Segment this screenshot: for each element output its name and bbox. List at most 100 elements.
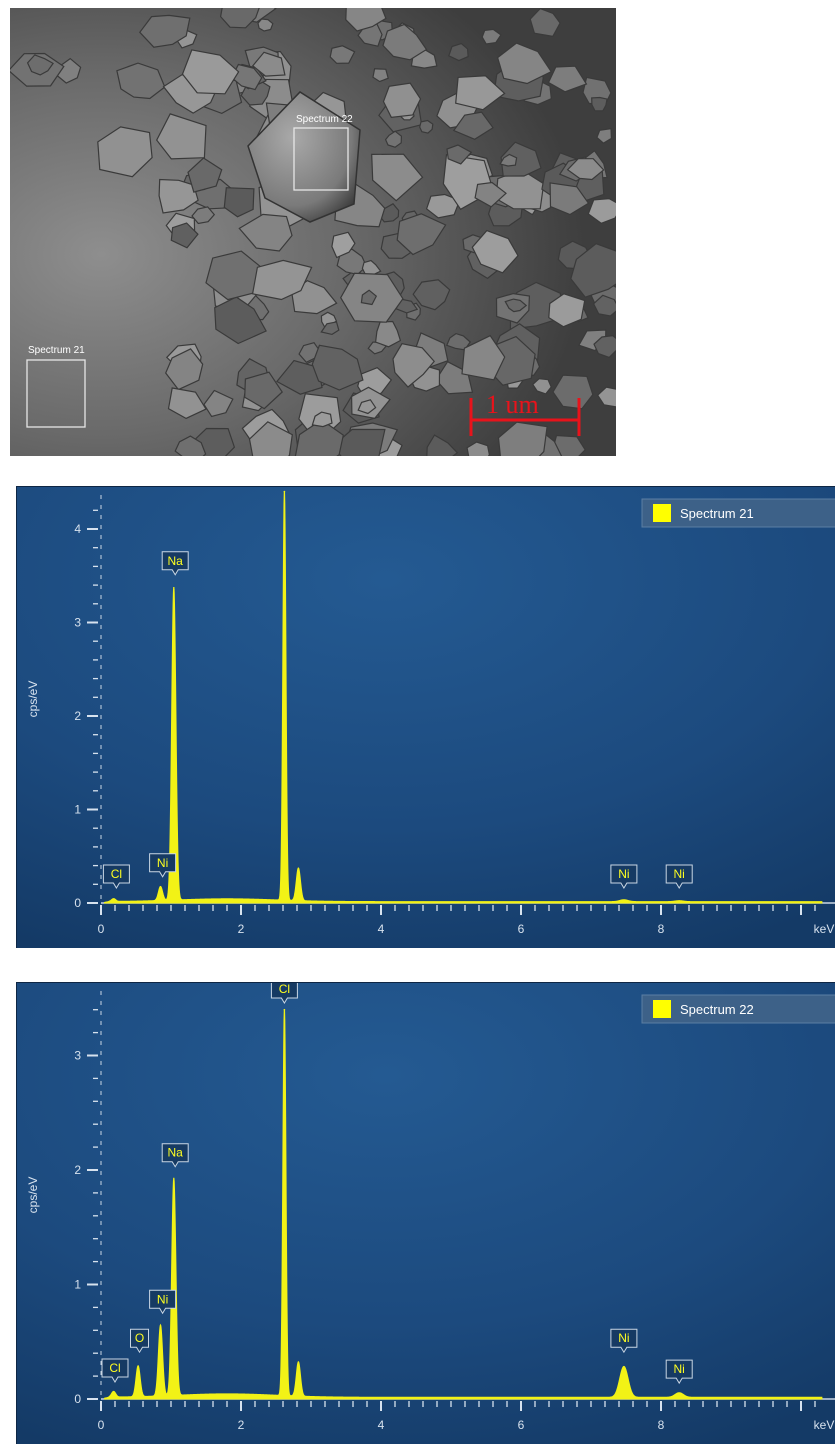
sem-particle <box>251 51 286 77</box>
sem-particle <box>566 158 605 181</box>
peak-label-cl: Cl <box>101 1358 129 1383</box>
spectrum-22-svg: 0 2 4 6 8 keV 0 1 2 3 cps/eV Cl O Ni Na Cl Ni Ni Spectrum … <box>17 983 835 1444</box>
sem-particle <box>174 435 207 456</box>
sem-particle <box>499 153 518 167</box>
peak-label-box <box>101 1358 129 1383</box>
sem-particle <box>448 42 469 62</box>
sem-particle <box>191 206 216 225</box>
sem-particle <box>466 441 491 456</box>
peak-point-o <box>137 1367 139 1369</box>
peak-label-ni: Ni <box>610 1328 638 1354</box>
sem-particle <box>550 434 586 456</box>
sem-particle <box>311 411 333 428</box>
legend-swatch <box>653 504 671 522</box>
sem-particle <box>320 321 340 336</box>
peak-label-ni: Ni <box>149 853 177 878</box>
x-axis-title: keV <box>814 922 835 936</box>
sem-particle <box>596 386 616 408</box>
peak-point-cl <box>283 1008 286 1011</box>
peak-label-text: Cl <box>111 867 122 881</box>
spectrum-area <box>104 1009 823 1400</box>
x-tick-label: 0 <box>98 922 105 936</box>
y-tick-label: 1 <box>74 803 81 817</box>
x-tick-label: 4 <box>378 922 385 936</box>
peak-point-ni <box>623 1367 625 1369</box>
sem-particle <box>170 222 199 249</box>
sem-particle <box>596 127 613 144</box>
y-tick-label: 3 <box>74 1049 81 1063</box>
sem-particle <box>548 293 586 328</box>
peak-point-ni <box>678 1393 680 1396</box>
sem-particle <box>384 130 403 148</box>
region-box-spectrum-21 <box>26 359 86 428</box>
sem-particle <box>329 45 356 64</box>
peak-label-na: Na <box>161 551 189 576</box>
peak-label-box <box>102 864 130 889</box>
sem-particle <box>500 141 542 177</box>
sem-particle <box>382 82 422 118</box>
sem-particle <box>455 75 506 111</box>
sem-particle <box>357 399 377 415</box>
peak-point-cl <box>297 869 300 872</box>
sem-particle <box>26 54 54 76</box>
chart-background <box>17 983 835 1444</box>
sem-particle <box>587 197 616 224</box>
sem-particle <box>257 18 274 32</box>
peak-label-ni: Ni <box>610 864 638 889</box>
sem-particle <box>392 343 435 388</box>
sem-particle <box>248 421 293 456</box>
peak-label-box <box>149 1289 177 1315</box>
region-label-spectrum-21: Spectrum 21 <box>28 345 85 356</box>
peak-label-ni: Ni <box>665 864 693 889</box>
x-tick-label: 2 <box>238 922 245 936</box>
sem-particle <box>251 259 313 301</box>
peak-point-ni <box>623 900 625 902</box>
sem-particle <box>116 62 166 100</box>
legend-label: Spectrum 21 <box>680 506 754 521</box>
y-tick-label: 0 <box>74 1392 81 1406</box>
peak-point-cl <box>283 490 286 493</box>
spectrum-21-svg: 02468keV01234cps/eVClNiNaClNiNiSpectrum … <box>17 487 835 948</box>
sem-particle <box>203 389 234 418</box>
peak-point-na <box>173 1180 175 1183</box>
peak-label-text: Ni <box>618 1331 629 1345</box>
sem-particle <box>294 419 344 456</box>
sem-particle <box>446 332 471 351</box>
peak-label-box <box>270 983 298 1004</box>
peak-label-ni: Ni <box>149 1289 177 1315</box>
peak-label-ni: Ni <box>665 1359 693 1385</box>
spectrum-chart-22: 0 2 4 6 8 keV 0 1 2 3 cps/eV Cl O Ni Na Cl Ni Ni Spectrum … <box>16 982 835 1444</box>
sem-particle <box>372 68 389 83</box>
x-axis-title: keV <box>814 1418 835 1432</box>
y-axis-title: cps/eV <box>26 681 40 718</box>
x-tick-label: 8 <box>658 1418 665 1432</box>
scale-bar-label: 1 um <box>486 390 539 419</box>
peak-label-text: Cl <box>279 983 290 996</box>
sem-particle <box>331 231 356 259</box>
legend: Spectrum 21 <box>641 498 835 528</box>
sem-particle <box>155 113 207 160</box>
sem-particle <box>452 111 494 140</box>
spectrum-area <box>104 491 823 904</box>
peak-label-cl: Cl <box>270 983 298 1004</box>
peak-label-box <box>161 551 189 576</box>
peak-label-box <box>610 1328 638 1354</box>
sem-particle <box>412 279 451 311</box>
particle-cluster <box>10 8 616 456</box>
sem-particle <box>593 334 616 359</box>
y-tick-label: 4 <box>74 522 81 536</box>
peak-label-text: Cl <box>109 1361 120 1375</box>
legend-box <box>641 498 835 528</box>
peak-point-cl <box>112 899 115 901</box>
sem-particle <box>529 8 561 38</box>
sem-micrograph: Spectrum 22 Spectrum 21 1 um <box>10 8 616 456</box>
sem-particle <box>345 8 387 32</box>
y-tick-label: 3 <box>74 616 81 630</box>
peak-label-box <box>665 1359 693 1385</box>
legend-swatch <box>653 1000 671 1018</box>
sem-particle <box>474 181 507 208</box>
y-axis-title: cps/eV <box>26 1177 40 1214</box>
sem-particle <box>426 434 459 456</box>
peak-label-text: Ni <box>674 1362 685 1376</box>
sem-particle <box>158 178 199 214</box>
